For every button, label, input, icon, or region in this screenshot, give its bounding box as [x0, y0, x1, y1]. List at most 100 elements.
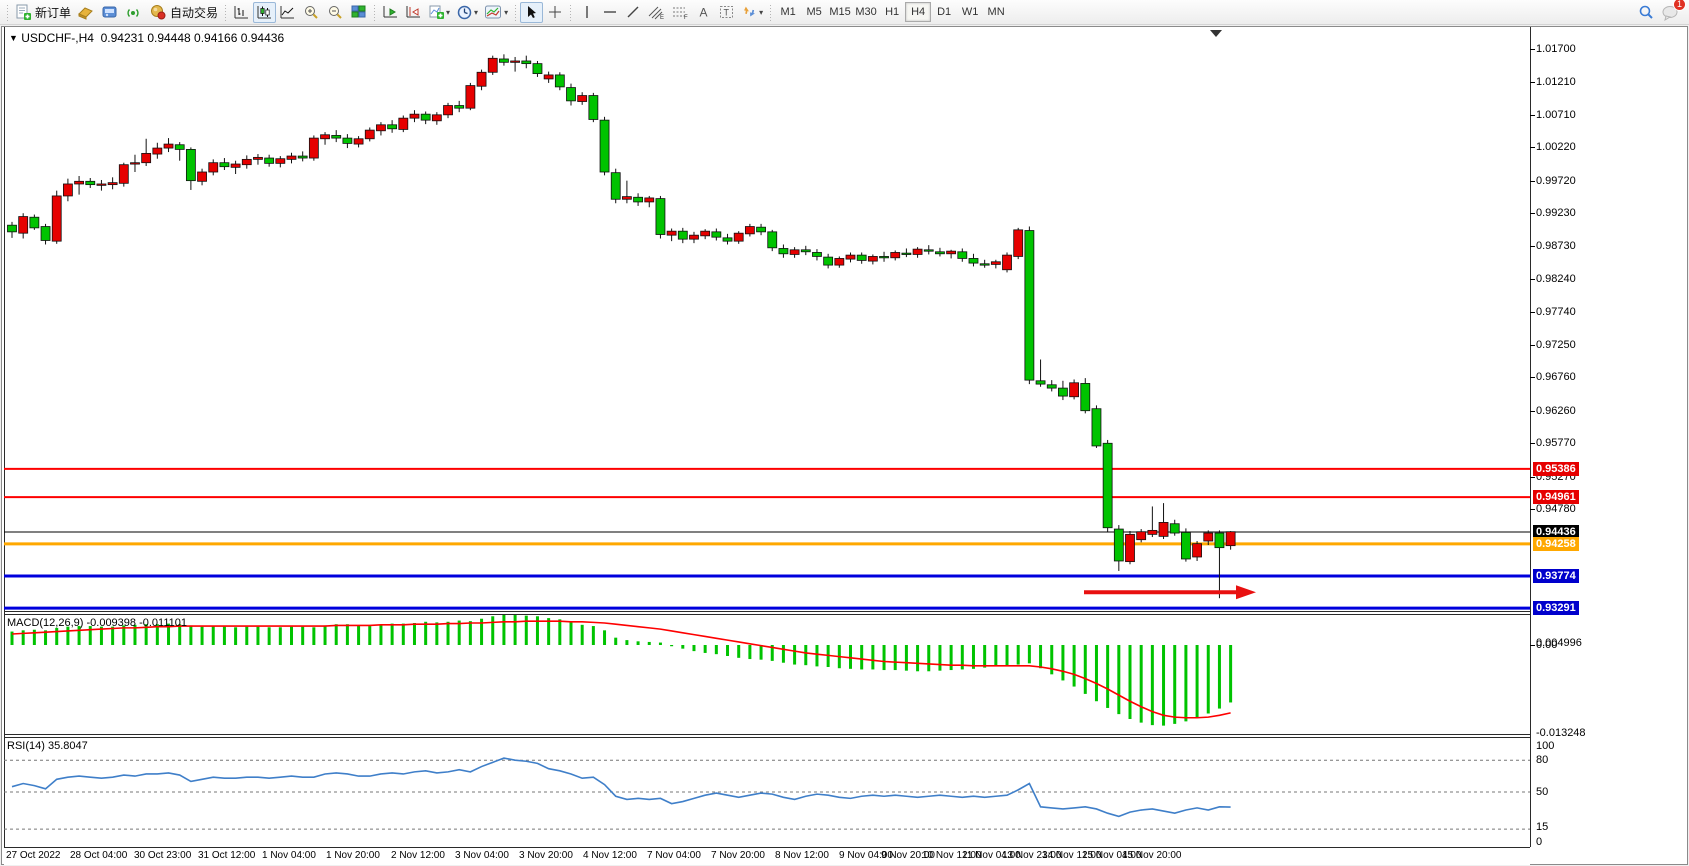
timeframe-M30[interactable]: M30: [855, 6, 877, 18]
time-axis[interactable]: 27 Oct 2022 28 Oct 04:00 30 Oct 23:00 31 Oc…: [4, 848, 1530, 865]
tile-windows-button[interactable]: [347, 2, 370, 23]
signals-button[interactable]: [122, 2, 146, 23]
zoom-in-button[interactable]: [299, 2, 323, 23]
svg-text:T: T: [724, 8, 730, 18]
rsi-pane[interactable]: [4, 738, 1530, 847]
equidistant-channel-tool-button[interactable]: E: [644, 2, 668, 23]
candle-body: [890, 252, 901, 259]
candle-body: [219, 162, 230, 168]
candle-body: [74, 180, 84, 185]
candle-body: [253, 156, 263, 160]
candle-body: [722, 237, 733, 242]
timeframe-H1[interactable]: H1: [885, 6, 900, 18]
candle-body: [443, 105, 453, 116]
time-axis-label: 3 Nov 20:00: [519, 850, 573, 861]
new-order-button[interactable]: 新订单: [12, 2, 74, 23]
candle-body: [566, 87, 576, 102]
crosshair-tool-button[interactable]: [543, 2, 566, 23]
zoom-out-button[interactable]: [323, 2, 347, 23]
candle-body: [879, 256, 889, 259]
trendline-tool-button[interactable]: [621, 2, 644, 23]
time-axis-label: 9 Nov 20:00: [881, 850, 935, 861]
candle-body: [711, 231, 722, 238]
market-watch-button[interactable]: [98, 2, 122, 23]
time-axis-label: 7 Nov 20:00: [711, 850, 765, 861]
indicators-button[interactable]: ▾: [425, 2, 453, 23]
timeframe-M1[interactable]: M1: [780, 6, 796, 18]
price-tick: [1530, 147, 1535, 149]
timeframe-D1[interactable]: D1: [937, 6, 952, 18]
candlestick-chart-icon: [257, 6, 272, 19]
candle-body: [342, 137, 353, 144]
pane-separator[interactable]: [4, 611, 1530, 612]
candle-body: [823, 256, 834, 266]
candle-body: [96, 183, 107, 186]
price-line-flag: 0.95386: [1533, 461, 1579, 476]
periods-button[interactable]: ▾: [453, 2, 481, 23]
macd-pane[interactable]: [4, 615, 1530, 734]
chart-shift-marker-icon[interactable]: [1210, 30, 1222, 37]
line-chart-button[interactable]: [276, 2, 299, 23]
timeframe-MN[interactable]: MN: [987, 6, 1005, 18]
candle-body: [197, 171, 207, 182]
candle-body: [800, 249, 811, 253]
candle-body: [465, 85, 476, 109]
symbol-dropdown-icon[interactable]: ▼: [9, 33, 18, 43]
candle-body: [1136, 531, 1147, 541]
profile-icon: [78, 7, 93, 20]
chart-profile-button[interactable]: [74, 2, 98, 23]
dropdown-caret-icon: ▾: [504, 7, 509, 17]
zoom-out-icon: [329, 5, 342, 19]
pane-separator[interactable]: [4, 734, 1530, 735]
price-tick: [1530, 476, 1535, 478]
cursor-tool-button[interactable]: [520, 1, 544, 23]
chart-shift-button[interactable]: [402, 2, 425, 23]
candle-body: [510, 60, 521, 63]
search-button[interactable]: [1634, 2, 1658, 23]
price-line-flag: 0.93291: [1533, 601, 1579, 616]
candle-body: [1024, 230, 1035, 381]
price-tick-label: 0.99230: [1536, 207, 1576, 220]
timeframe-W1[interactable]: W1: [961, 6, 979, 18]
text-label-tool-button[interactable]: T: [715, 2, 738, 23]
auto-scroll-button[interactable]: [379, 2, 402, 23]
candle-body: [364, 129, 375, 140]
auto-trading-label: 自动交易: [170, 5, 219, 20]
candle-body: [767, 231, 778, 249]
candle-body: [789, 249, 800, 255]
timeframe-M15[interactable]: M15: [829, 6, 851, 18]
toolbar-right-group: 1: [1634, 0, 1689, 23]
price-tick-label: 0.96260: [1536, 404, 1576, 417]
vertical-line-tool-button[interactable]: [575, 2, 598, 23]
text-tool-button[interactable]: A: [692, 2, 715, 23]
timeframe-M5[interactable]: M5: [806, 6, 822, 18]
fibonacci-tool-button[interactable]: F: [668, 2, 692, 23]
candle-body: [677, 230, 688, 240]
candle-body: [1046, 384, 1057, 389]
chat-notifications-button[interactable]: 1: [1658, 0, 1686, 23]
candle-body: [532, 63, 543, 75]
candle-body: [286, 155, 297, 160]
candle-body: [40, 226, 51, 241]
price-axis-border: [1530, 27, 1531, 847]
bar-chart-button[interactable]: [230, 2, 253, 23]
price-tick: [1530, 443, 1535, 445]
candle-body: [431, 114, 442, 122]
time-axis-label: 13 Nov 23:00: [1002, 850, 1062, 861]
price-chart-pane[interactable]: [4, 27, 1530, 611]
candle-body: [487, 57, 498, 73]
candle-body: [118, 164, 129, 184]
price-tick-label: 0.95770: [1536, 437, 1576, 450]
svg-text:A: A: [700, 6, 708, 20]
timeframe-H4[interactable]: H4: [905, 2, 932, 22]
horizontal-line-tool-button[interactable]: [598, 2, 621, 23]
candlestick-chart-button[interactable]: [253, 1, 277, 23]
time-axis-label: 1 Nov 20:00: [326, 850, 380, 861]
candle-body: [376, 124, 386, 132]
time-axis-label: 10 Nov 12:00: [922, 850, 982, 861]
candle-body: [353, 138, 364, 145]
templates-button[interactable]: ▾: [481, 2, 511, 23]
arrows-tool-button[interactable]: ▾: [738, 2, 766, 23]
auto-trading-button[interactable]: 自动交易: [146, 2, 221, 23]
price-tick: [1530, 344, 1535, 346]
